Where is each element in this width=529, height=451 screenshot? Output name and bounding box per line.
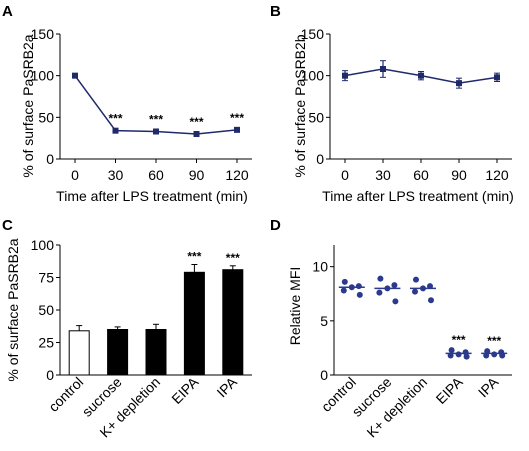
panel-c-y-tick-label: 100 <box>31 237 55 253</box>
panel-d-data-point <box>392 298 399 305</box>
panel-c-significance: *** <box>187 250 201 264</box>
panel-c-ylabel: % of surface PaSRB2a <box>5 238 21 381</box>
panel-d-data-point <box>483 352 490 359</box>
panel-a-significance: *** <box>189 115 203 129</box>
panel-a-y-tick-label: 100 <box>31 68 55 84</box>
panel-b-data-point <box>380 66 386 72</box>
panel-d-significance: *** <box>452 333 466 347</box>
panel-b-x-tick-label: 0 <box>341 167 349 183</box>
panel-c-y-tick-label: 50 <box>38 302 54 318</box>
panel-b-x-tick-label: 90 <box>451 167 467 183</box>
panel-d-data-point <box>447 352 454 359</box>
panel-c-bar <box>183 271 205 376</box>
panel-b-letter: B <box>270 3 281 20</box>
panel-d-data-point <box>355 283 362 290</box>
panel-d-data-point <box>455 351 462 358</box>
panel-c-y-tick-label: 0 <box>46 367 54 383</box>
panel-d-data-point <box>376 289 383 296</box>
panel-d-data-point <box>412 288 418 295</box>
panel-d-data-point <box>377 275 384 282</box>
panel-a-ylabel: % of surface PaSRB2a <box>20 34 36 177</box>
panel-d-significance: *** <box>487 334 501 348</box>
panel-c-letter: C <box>2 217 13 234</box>
panel-d-ylabel: Relative MFI <box>287 267 303 346</box>
panel-c: C % of surface PaSRB2a 0255075100control… <box>2 217 252 440</box>
panel-a: A % of surface PaSRB2a Time after LPS tr… <box>2 3 252 204</box>
panel-d-category-label: IPA <box>475 373 502 400</box>
panel-b-data-point <box>418 72 424 79</box>
panel-a-y-tick-label: 50 <box>38 109 54 125</box>
panel-d-data-point <box>341 278 348 285</box>
panel-d-data-point <box>428 297 434 304</box>
panel-d-y-tick-label: 5 <box>320 313 328 329</box>
panel-a-x-tick-label: 120 <box>225 167 249 183</box>
panel-a-y-tick-label: 150 <box>31 26 55 42</box>
panel-d-data-point <box>391 282 398 289</box>
panel-c-significance: *** <box>226 251 240 265</box>
panel-a-data-point <box>234 126 240 133</box>
panel-d-data-point <box>427 283 433 290</box>
panel-a-data-point <box>112 127 119 134</box>
panel-a-x-tick-label: 0 <box>71 167 79 183</box>
panel-d-y-tick-label: 0 <box>320 367 328 383</box>
panel-c-bar <box>222 269 244 376</box>
panel-a-x-tick-label: 30 <box>108 167 124 183</box>
panel-b-ylabel: % of surface PaSRB2b <box>292 34 308 177</box>
panel-a-significance: *** <box>149 113 163 127</box>
panel-c-category-label: IPA <box>213 373 240 400</box>
panel-b-y-tick-label: 50 <box>308 109 324 125</box>
panel-d-data-point <box>356 291 363 298</box>
panel-a-x-tick-label: 60 <box>148 167 164 183</box>
panel-d-data-point <box>491 351 498 358</box>
panel-b-y-tick-label: 150 <box>301 26 325 42</box>
panel-a-x-tick-label: 90 <box>189 167 205 183</box>
panel-d-data-point <box>499 352 506 359</box>
panel-d-data-point <box>463 353 470 360</box>
panel-a-xlabel: Time after LPS treatment (min) <box>56 188 248 204</box>
panel-d-y-tick-label: 10 <box>312 259 328 275</box>
panel-c-bar <box>107 329 129 376</box>
panel-b-y-tick-label: 100 <box>301 68 325 84</box>
panel-c-y-tick-label: 75 <box>38 270 54 286</box>
panel-d-letter: D <box>270 217 281 234</box>
panel-c-y-tick-label: 25 <box>38 335 54 351</box>
panel-b-data-point <box>342 72 348 79</box>
panel-b-data-point <box>456 80 462 87</box>
panel-b: B % of surface PaSRB2b Time after LPS tr… <box>270 3 514 204</box>
panel-b-data-point <box>494 74 500 81</box>
panel-d-data-point <box>340 287 347 294</box>
panel-a-data-point <box>72 72 78 79</box>
panel-a-data-point <box>153 128 159 135</box>
panel-a-letter: A <box>2 3 13 20</box>
panel-c-bar <box>145 329 167 376</box>
panel-c-category-label: EIPA <box>168 373 202 407</box>
panel-a-significance: *** <box>230 111 244 125</box>
panel-d-data-point <box>348 284 355 291</box>
panel-b-x-tick-label: 120 <box>485 167 509 183</box>
panel-d-data-point <box>413 276 419 283</box>
panel-d-data-point <box>420 285 426 292</box>
panel-a-y-tick-label: 0 <box>46 151 54 167</box>
panel-b-xlabel: Time after LPS treatment (min) <box>322 188 514 204</box>
panel-d-data-point <box>384 285 391 292</box>
panel-c-bar <box>68 330 90 376</box>
panel-b-y-tick-label: 0 <box>316 151 324 167</box>
panel-d-data-point <box>448 347 455 354</box>
panel-b-x-tick-label: 30 <box>375 167 391 183</box>
panel-b-x-tick-label: 60 <box>413 167 429 183</box>
panel-a-significance: *** <box>108 112 122 126</box>
panel-d-category-label: EIPA <box>433 373 467 407</box>
panel-a-data-point <box>193 131 200 137</box>
